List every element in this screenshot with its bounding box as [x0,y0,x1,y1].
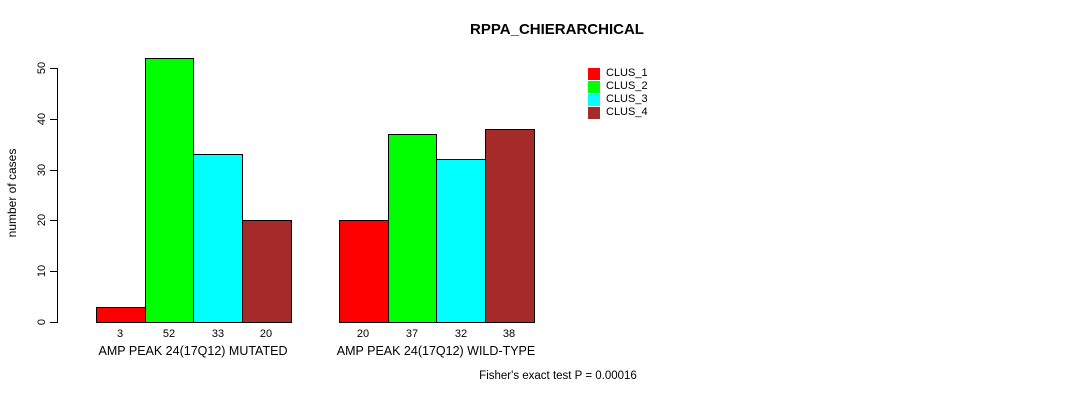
bar-count-label: 3 [116,328,124,340]
bar-clus_3 [436,159,486,323]
bar-count-label: 20 [356,328,370,340]
y-axis-tick [50,322,57,323]
y-axis-tick [50,68,57,69]
y-tick-label: 0 [36,318,48,326]
bar-clus_4 [485,129,535,323]
bar-clus_2 [145,58,194,323]
y-tick-label: 10 [36,264,48,278]
bar-clus_3 [193,154,243,323]
group-label: AMP PEAK 24(17Q12) WILD-TYPE [336,344,536,358]
bar-clus_1 [339,220,389,323]
y-tick-label: 50 [36,61,48,75]
legend-item: CLUS_4 [588,106,648,119]
bar-count-label: 37 [405,328,419,340]
y-axis-label: number of cases [5,148,19,238]
y-axis-tick [50,119,57,120]
bar-count-label: 20 [259,328,273,340]
legend-label: CLUS_3 [606,93,648,105]
y-axis-line [57,68,58,323]
bar-count-label: 38 [502,328,516,340]
bar-clus_4 [242,220,292,323]
legend-label: CLUS_2 [606,80,648,92]
bar-count-label: 33 [211,328,225,340]
chart-title: RPPA_CHIERARCHICAL [470,21,644,38]
legend-swatch-icon [588,80,600,93]
y-tick-label: 40 [36,112,48,126]
y-axis-tick [50,170,57,171]
legend-swatch-icon [588,67,600,80]
y-axis-tick [50,271,57,272]
legend-label: CLUS_4 [606,106,648,118]
group-label: AMP PEAK 24(17Q12) MUTATED [98,344,288,358]
legend-item: CLUS_2 [588,80,648,93]
y-tick-label: 30 [36,163,48,177]
legend-item: CLUS_3 [588,93,648,106]
legend-item: CLUS_1 [588,67,648,80]
legend-swatch-icon [588,106,600,119]
legend-swatch-icon [588,93,600,106]
bar-clus_2 [388,134,437,323]
y-axis-tick [50,220,57,221]
y-tick-label: 20 [36,213,48,227]
bar-clus_1 [96,307,146,323]
bar-count-label: 52 [162,328,176,340]
fisher-test-annotation: Fisher's exact test P = 0.00016 [479,370,637,382]
legend-label: CLUS_1 [606,67,648,79]
bar-count-label: 32 [454,328,468,340]
legend: CLUS_1 CLUS_2 CLUS_3 CLUS_4 [588,67,648,119]
